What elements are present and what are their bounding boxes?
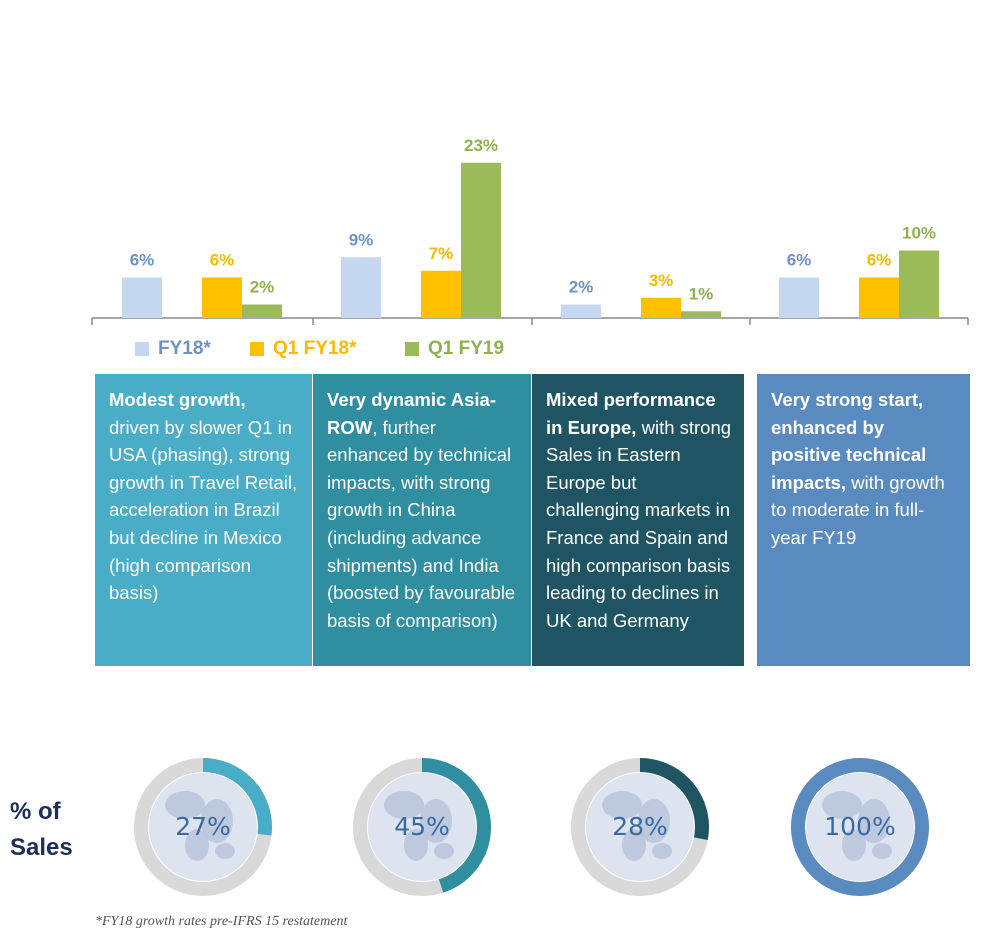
desc-americas-bold: Modest growth, — [109, 389, 246, 410]
sales-pct-americas: 27% — [175, 812, 231, 841]
header-europe: Europe — [532, 18, 744, 88]
map-landmass — [185, 829, 209, 861]
sales-title-line2: Sales — [10, 834, 73, 861]
sales-pct-asia-row: 45% — [394, 812, 450, 841]
header-world: World — [757, 18, 970, 88]
footnote: *FY18 growth rates pre-IFRS 15 restateme… — [95, 914, 348, 929]
legend-q1-fy19-swatch — [405, 342, 419, 356]
ring-arc-world — [791, 758, 929, 896]
bar-value-label: 7% — [429, 244, 454, 263]
map-landmass — [622, 829, 646, 861]
desc-americas: Modest growth, driven by slower Q1 in US… — [95, 374, 312, 666]
bar-value-label: 2% — [569, 278, 594, 297]
map-landmass — [652, 843, 672, 859]
bar-americas-q1-fy18 — [202, 277, 242, 318]
desc-world-text: with growth to moderate in full-year FY1… — [771, 471, 945, 548]
map-landmass — [822, 791, 862, 819]
map-landmass — [638, 799, 670, 843]
bar-world-q1-fy19 — [899, 250, 939, 318]
header-asia-row: Asia-RoW — [313, 18, 531, 88]
map-landmass — [201, 799, 233, 843]
desc-europe: Mixed performance in Europe, with strong… — [532, 374, 744, 666]
desc-americas-text: driven by slower Q1 in USA (phasing), st… — [109, 416, 298, 604]
desc-world-bold: Very strong start, enhanced by positive … — [771, 389, 927, 493]
desc-asia-row-text: , further enhanced by technical impacts,… — [327, 416, 516, 631]
bar-asia-row-q1-fy19 — [461, 162, 501, 318]
sales-title-line1: % of — [10, 798, 61, 825]
map-landmass — [404, 829, 428, 861]
bar-value-label: 9% — [349, 230, 374, 249]
growth-bar-chart: 6% 9% 2% 6% 6% 7% 3% 6% 2% 23% 1% 10% — [91, 136, 969, 325]
bar-asia-row-q1-fy18 — [421, 270, 461, 318]
legend-q1-fy18: Q1 FY18* — [250, 338, 356, 360]
bar-value-label: 2% — [250, 278, 275, 297]
map-landmass — [842, 829, 866, 861]
ring-arc-europe — [571, 758, 709, 896]
legend-q1-fy18-label: Q1 FY18* — [273, 338, 357, 359]
map-landmass — [384, 791, 424, 819]
sales-title: % of Sales — [10, 794, 73, 866]
legend-fy18-label: FY18* — [158, 338, 211, 359]
bar-americas-fy18 — [122, 277, 162, 318]
map-landmass — [215, 843, 235, 859]
map-landmass — [420, 799, 452, 843]
bar-americas-q1-fy19 — [242, 304, 282, 318]
map-landmass — [872, 843, 892, 859]
bar-value-label: 1% — [689, 284, 714, 303]
ring-arc-asia-row — [353, 758, 491, 896]
header-americas: Americas — [95, 18, 312, 88]
desc-europe-bold: Mixed performance in Europe, — [546, 389, 716, 438]
bar-world-q1-fy18 — [859, 277, 899, 318]
bar-europe-fy18 — [561, 304, 601, 318]
header-americas-label: Americas — [146, 37, 261, 68]
bar-value-label: 6% — [210, 251, 235, 270]
bar-europe-q1-fy18 — [641, 297, 681, 318]
bar-value-label: 23% — [464, 136, 498, 155]
desc-asia-row-bold: Very dynamic Asia-ROW — [327, 389, 496, 438]
bar-value-label: 3% — [649, 271, 674, 290]
legend-q1-fy19: Q1 FY19 — [405, 338, 504, 360]
bar-asia-row-fy18 — [341, 257, 381, 318]
header-asia-row-label: Asia-RoW — [359, 37, 485, 68]
bar-world-fy18 — [779, 277, 819, 318]
bar-value-label: 10% — [902, 224, 936, 243]
desc-europe-text: with strong Sales in Eastern Europe but … — [546, 416, 732, 631]
legend-fy18: FY18* — [135, 338, 211, 360]
bar-europe-q1-fy19 — [681, 311, 721, 318]
sales-pct-world: 100% — [824, 812, 896, 841]
bar-value-label: 6% — [787, 251, 812, 270]
legend-fy18-swatch — [135, 342, 149, 356]
map-landmass — [602, 791, 642, 819]
header-world-label: World — [825, 37, 902, 68]
legend-q1-fy18-swatch — [250, 342, 264, 356]
map-landmass — [165, 791, 205, 819]
ring-arc-americas — [134, 758, 272, 896]
legend-q1-fy19-label: Q1 FY19 — [428, 338, 505, 359]
desc-asia-row: Very dynamic Asia-ROW, further enhanced … — [313, 374, 531, 666]
sales-pct-europe: 28% — [612, 812, 668, 841]
bar-value-label: 6% — [867, 251, 892, 270]
desc-world: Very strong start, enhanced by positive … — [757, 374, 970, 666]
bar-value-label: 6% — [130, 251, 155, 270]
map-landmass — [858, 799, 890, 843]
map-landmass — [434, 843, 454, 859]
header-europe-label: Europe — [593, 37, 683, 68]
sales-share-rings — [134, 758, 929, 896]
